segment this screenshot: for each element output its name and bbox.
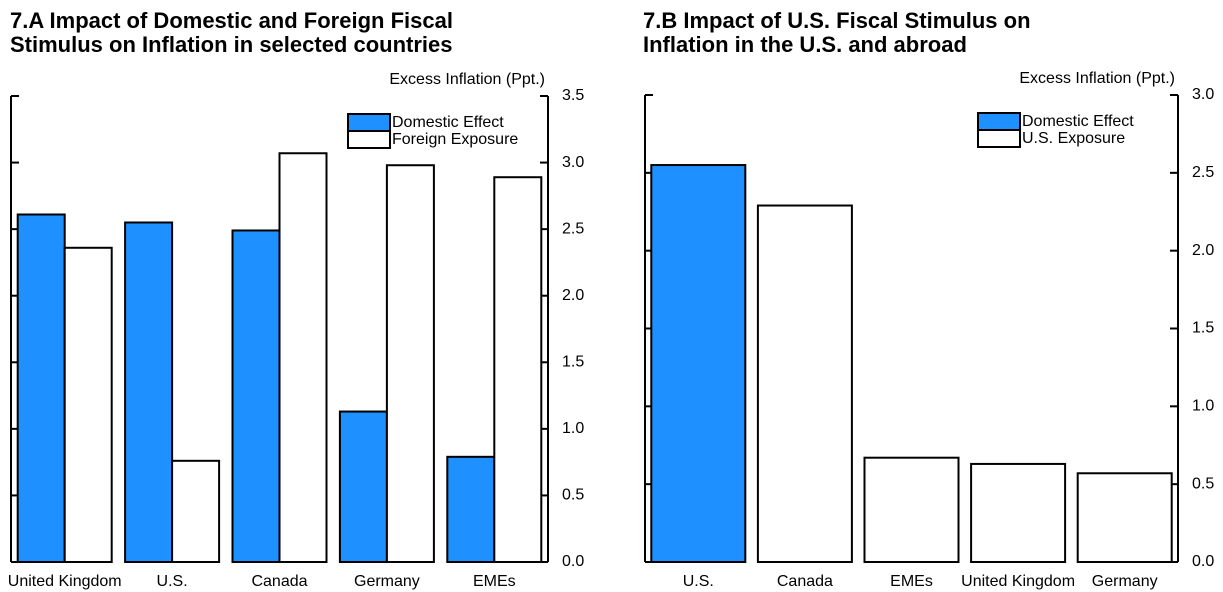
y-axis-label: Excess Inflation (Ppt.) bbox=[389, 71, 545, 88]
x-tick-label: EMEs bbox=[890, 573, 933, 590]
bar bbox=[1076, 472, 1173, 563]
y-tick-label: 0.5 bbox=[1192, 475, 1214, 492]
x-tick-label: Germany bbox=[354, 573, 420, 590]
y-tick-label: 2.5 bbox=[562, 220, 584, 237]
bar bbox=[446, 455, 496, 563]
y-tick-label: 0.5 bbox=[562, 487, 584, 504]
y-tick-label: 0.0 bbox=[1192, 553, 1214, 570]
legend-label: Foreign Exposure bbox=[392, 131, 518, 148]
bar bbox=[756, 204, 853, 563]
y-tick-label: 2.0 bbox=[1192, 242, 1214, 259]
bar bbox=[650, 164, 747, 564]
legend-swatch bbox=[347, 113, 391, 132]
x-tick-label: U.S. bbox=[157, 573, 188, 590]
legend-label: Domestic Effect bbox=[1022, 113, 1134, 130]
x-tick-label: EMEs bbox=[473, 573, 516, 590]
y-tick-label: 2.0 bbox=[562, 287, 584, 304]
y-tick-label: 1.5 bbox=[562, 354, 584, 371]
y-tick-label: 1.5 bbox=[1192, 320, 1214, 337]
bar bbox=[171, 459, 221, 563]
x-tick-label: Canada bbox=[777, 573, 833, 590]
y-tick-label: 3.0 bbox=[1192, 86, 1214, 103]
bar bbox=[278, 152, 328, 563]
legend-label: U.S. Exposure bbox=[1022, 130, 1125, 147]
chart-title: Stimulus on Inflation in selected countr… bbox=[10, 32, 453, 57]
bar bbox=[124, 221, 174, 563]
chart-title: 7.A Impact of Domestic and Foreign Fisca… bbox=[10, 8, 453, 33]
x-tick-label: United Kingdom bbox=[8, 573, 122, 590]
y-tick-label: 2.5 bbox=[1192, 164, 1214, 181]
chart-title: Inflation in the U.S. and abroad bbox=[643, 32, 967, 57]
bar bbox=[385, 164, 435, 563]
x-tick-label: Canada bbox=[251, 573, 307, 590]
bar bbox=[970, 462, 1067, 563]
legend-label: Domestic Effect bbox=[392, 114, 504, 131]
chart-title: 7.B Impact of U.S. Fiscal Stimulus on bbox=[643, 8, 1031, 33]
bar bbox=[63, 246, 113, 563]
x-tick-label: Germany bbox=[1092, 573, 1158, 590]
bar bbox=[16, 213, 66, 564]
y-tick-label: 3.0 bbox=[562, 154, 584, 171]
bar bbox=[493, 176, 543, 564]
y-tick-label: 1.0 bbox=[1192, 398, 1214, 415]
bar bbox=[863, 456, 960, 564]
y-tick-label: 1.0 bbox=[562, 420, 584, 437]
legend-swatch bbox=[977, 129, 1021, 148]
legend-swatch bbox=[347, 130, 391, 149]
y-axis-label: Excess Inflation (Ppt.) bbox=[1019, 70, 1175, 87]
bar bbox=[231, 229, 281, 564]
y-tick-label: 3.5 bbox=[562, 87, 584, 104]
y-tick-label: 0.0 bbox=[562, 553, 584, 570]
bar bbox=[338, 410, 388, 564]
legend-swatch bbox=[977, 112, 1021, 131]
x-tick-label: United Kingdom bbox=[961, 573, 1075, 590]
x-tick-label: U.S. bbox=[683, 573, 714, 590]
